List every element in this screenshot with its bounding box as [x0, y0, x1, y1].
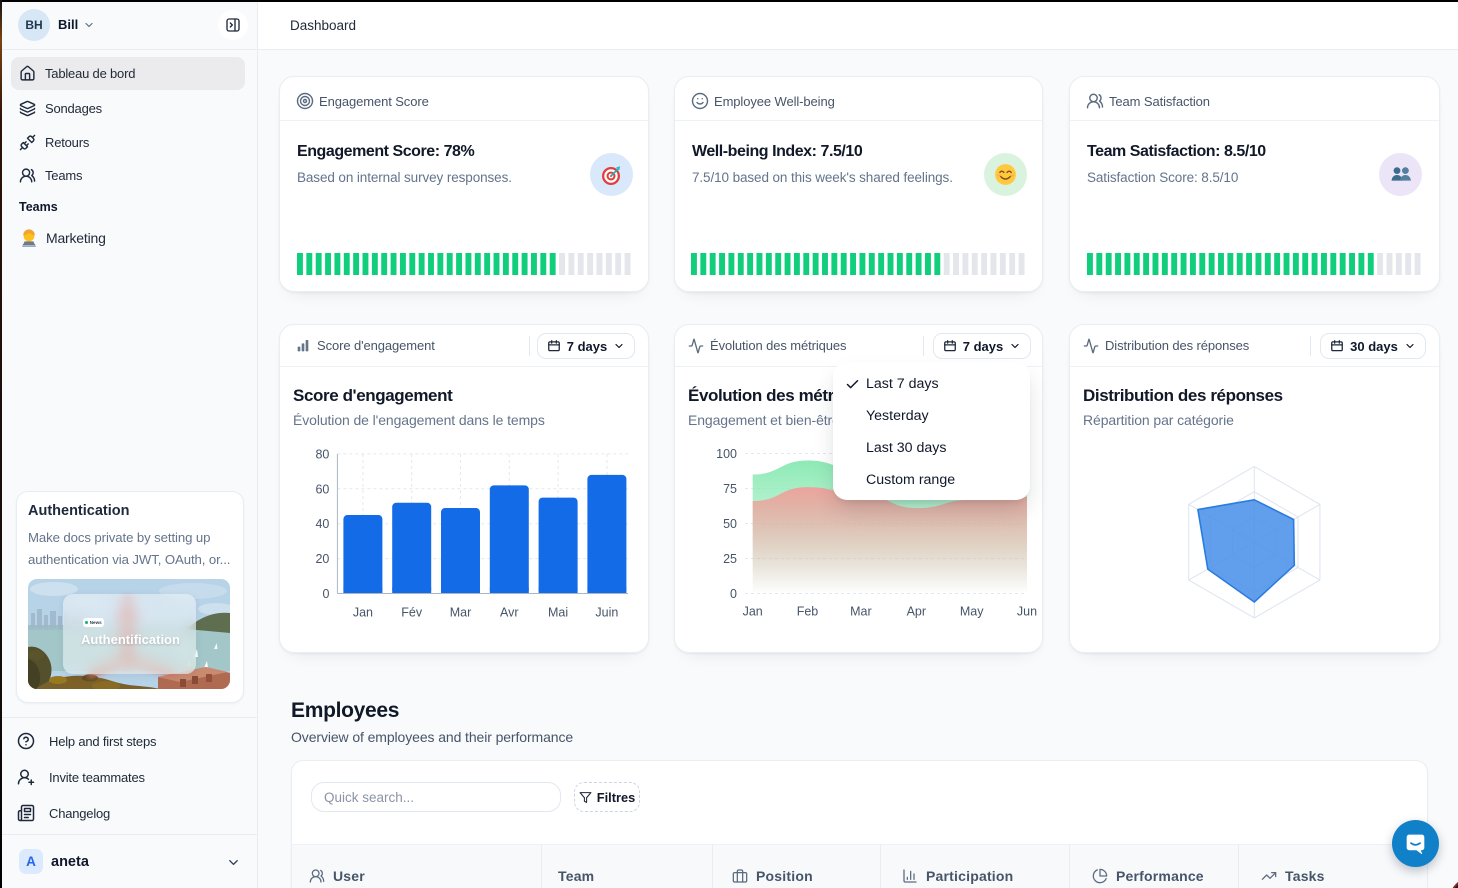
svg-text:40: 40: [315, 517, 329, 531]
svg-text:75: 75: [723, 482, 737, 496]
svg-text:Apr: Apr: [907, 605, 926, 619]
svg-text:80: 80: [315, 447, 329, 461]
svg-text:50: 50: [723, 517, 737, 531]
svg-text:Fév: Fév: [401, 606, 423, 620]
svg-text:Jun: Jun: [1017, 605, 1037, 619]
svg-text:0: 0: [322, 587, 329, 601]
svg-text:Jan: Jan: [353, 606, 373, 620]
svg-text:25: 25: [723, 552, 737, 566]
svg-text:Mar: Mar: [850, 605, 872, 619]
svg-text:0: 0: [730, 587, 737, 601]
svg-text:20: 20: [315, 552, 329, 566]
svg-text:May: May: [960, 605, 984, 619]
svg-text:Juin: Juin: [595, 606, 618, 620]
svg-text:100: 100: [716, 447, 737, 461]
svg-text:Jan: Jan: [743, 605, 763, 619]
svg-text:Feb: Feb: [797, 605, 819, 619]
svg-text:60: 60: [315, 482, 329, 496]
svg-text:Avr: Avr: [500, 606, 519, 620]
svg-text:Mar: Mar: [450, 606, 472, 620]
svg-text:Mai: Mai: [548, 606, 568, 620]
